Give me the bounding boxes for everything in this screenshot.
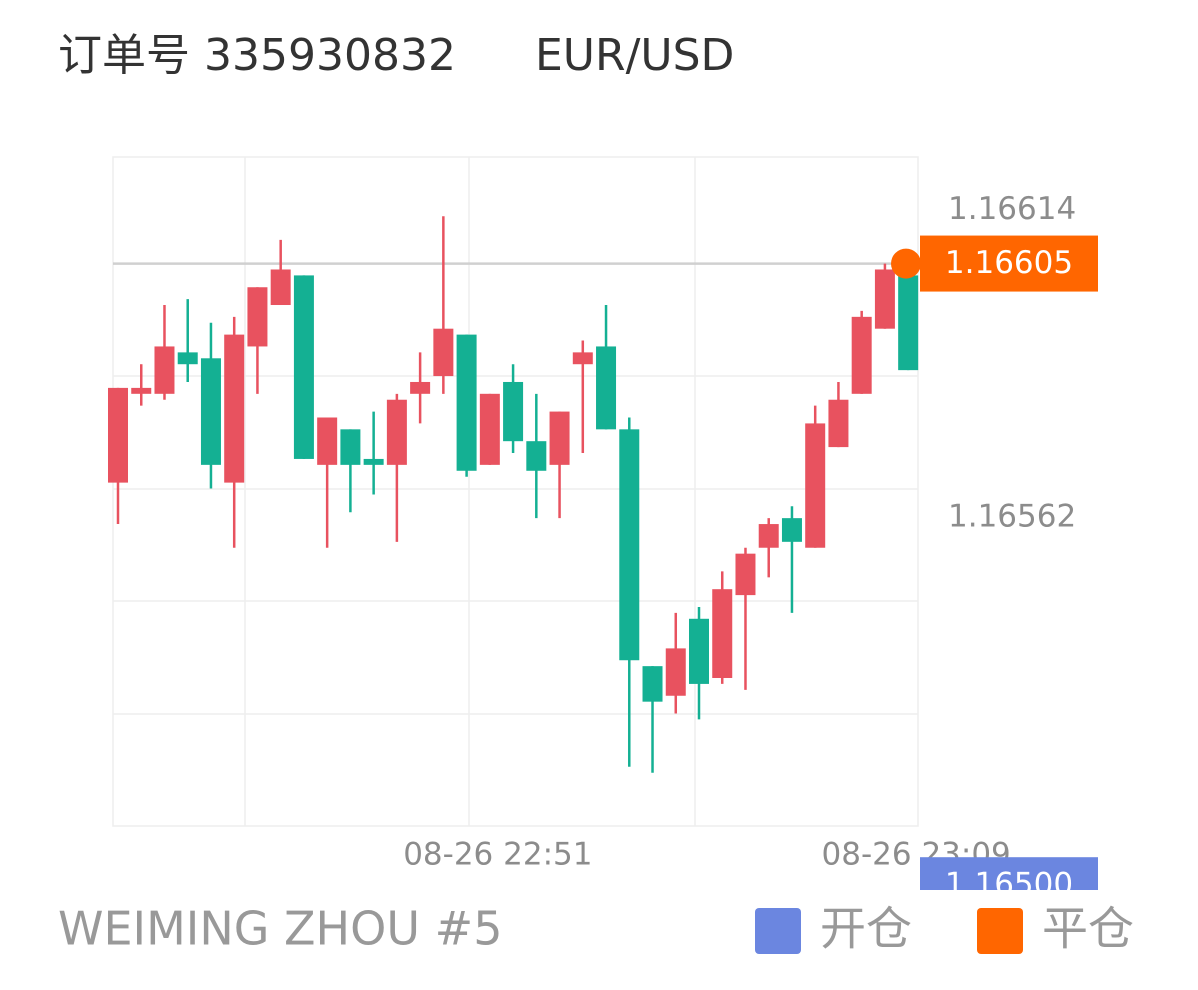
- open-price-tag: [920, 857, 1098, 890]
- candle-body: [200, 358, 221, 465]
- candle-body: [503, 381, 524, 442]
- candle-body: [642, 666, 663, 702]
- footer-text: WEIMING ZHOU #5: [58, 902, 502, 956]
- open-price-group: 1.16500: [920, 857, 1098, 903]
- legend-swatch: [977, 908, 1023, 954]
- candle-body: [456, 334, 477, 471]
- candle-body: [293, 275, 314, 459]
- x-tick-label: 08-26 22:51: [403, 837, 592, 873]
- candle-body: [386, 399, 407, 465]
- candle-body: [154, 346, 175, 394]
- open-price-label: 1.16500: [945, 867, 1073, 903]
- candle-body: [410, 381, 431, 394]
- candle-body: [874, 269, 895, 329]
- candle-body: [340, 429, 361, 465]
- candle-body: [177, 352, 198, 365]
- legend-label: 平仓: [1042, 902, 1134, 956]
- chart-title: 订单号 335930832: [58, 30, 456, 81]
- candle-body: [479, 393, 500, 465]
- candle-body: [828, 399, 849, 448]
- close-marker: [891, 248, 921, 279]
- candle-body: [619, 429, 640, 661]
- candle-body: [572, 352, 593, 365]
- close-price-tag: [920, 235, 1098, 292]
- candle-body: [549, 411, 570, 465]
- y-tick-label: 1.16562: [948, 499, 1076, 535]
- candle-body: [758, 524, 779, 548]
- legend-swatch: [755, 908, 801, 954]
- candle-body: [247, 287, 268, 347]
- candle-body: [131, 387, 152, 394]
- legend-label: 开仓: [820, 902, 912, 956]
- candle-body: [317, 417, 338, 465]
- candle-body: [526, 441, 547, 471]
- close-price-label: 1.16605: [945, 245, 1073, 281]
- candle-body: [108, 387, 128, 483]
- candle-body: [433, 328, 454, 377]
- candle-body: [781, 518, 802, 542]
- candle-body: [898, 275, 919, 371]
- candle-body: [596, 346, 617, 430]
- chart-subtitle: EUR/USD: [535, 30, 734, 81]
- plot-border: [112, 156, 919, 827]
- candle-body: [363, 458, 384, 465]
- candle-body: [805, 423, 826, 548]
- y-tick-label: 1.16614: [948, 191, 1076, 227]
- candle-body: [689, 618, 709, 684]
- candle-body: [735, 553, 756, 596]
- candle-body: [224, 334, 245, 483]
- candle-body: [851, 316, 872, 394]
- plot-frame: [112, 156, 919, 827]
- candle-body: [665, 648, 686, 696]
- candle-body: [712, 589, 733, 678]
- candle-body: [270, 269, 291, 306]
